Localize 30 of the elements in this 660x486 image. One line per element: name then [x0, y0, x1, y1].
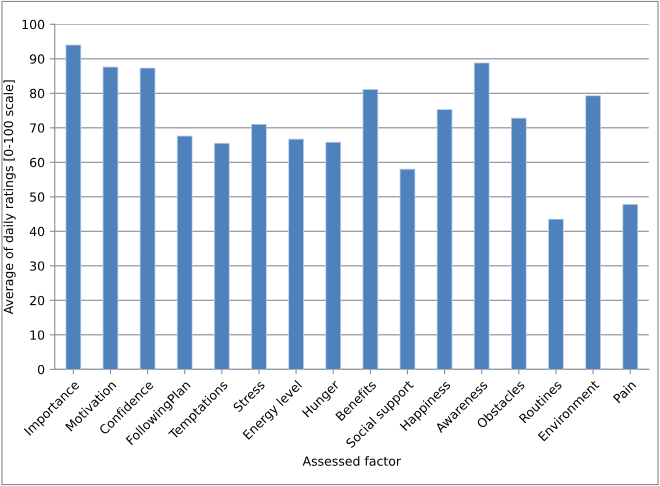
bar	[400, 168, 416, 370]
x-axis-title: Assessed factor	[302, 456, 402, 466]
x-tick-label: Pain	[612, 380, 636, 404]
y-tick-label: 50	[30, 192, 44, 202]
bar	[66, 44, 82, 370]
bar	[325, 142, 342, 370]
bar	[102, 66, 118, 370]
bar	[585, 95, 601, 370]
bar	[548, 218, 564, 370]
y-axis-title: Average of daily ratings [0-100 scale]	[4, 80, 16, 314]
y-tick-label: 100	[22, 20, 44, 30]
y-tick-label: 80	[30, 88, 44, 98]
y-tick-label: 30	[30, 261, 44, 271]
y-tick-label: 90	[30, 54, 44, 64]
bar	[362, 89, 378, 370]
y-tick-label: 0	[38, 364, 44, 374]
bar	[140, 68, 156, 370]
bar	[251, 124, 267, 370]
bar	[436, 109, 452, 370]
bar	[288, 138, 304, 370]
y-tick-label: 40	[30, 226, 44, 236]
bar	[510, 118, 527, 370]
y-tick-label: 60	[30, 158, 44, 168]
bar	[622, 204, 638, 370]
y-tick-label: 70	[30, 123, 44, 133]
bar	[474, 62, 490, 370]
bar	[176, 136, 193, 370]
y-tick-label: 20	[30, 296, 44, 306]
y-tick-label: 10	[30, 330, 44, 340]
bar	[214, 142, 230, 370]
